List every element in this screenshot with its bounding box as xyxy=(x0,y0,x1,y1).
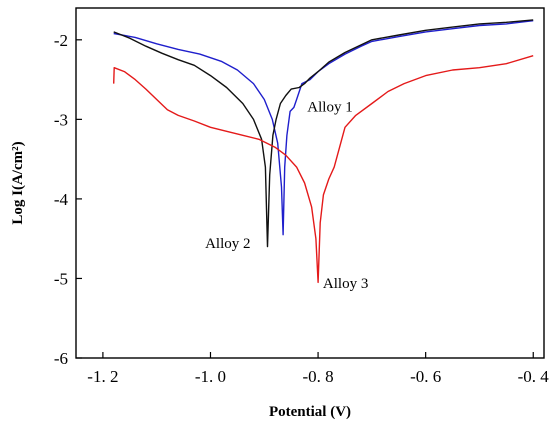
annotation-alloy-3: Alloy 3 xyxy=(323,276,368,292)
y-tick-label: -6 xyxy=(54,349,68,368)
y-tick-label: -2 xyxy=(54,31,68,50)
series-layer xyxy=(113,19,534,284)
annotation-alloy-1: Alloy 1 xyxy=(307,99,352,115)
annotation-layer: Alloy 1 Alloy 2 Alloy 3 xyxy=(205,99,368,292)
x-tick-label: -0. 4 xyxy=(518,367,550,386)
series-line-alloy-1 xyxy=(113,20,534,236)
series-line-alloy-3 xyxy=(113,55,534,284)
x-tick-label: -1. 0 xyxy=(195,367,226,386)
y-tick-label: -4 xyxy=(54,190,69,209)
x-tick-label: -0. 8 xyxy=(302,367,333,386)
x-tick-label: -0. 6 xyxy=(410,367,441,386)
x-axis-title: Potential (V) xyxy=(269,404,351,420)
x-tick-label: -1. 2 xyxy=(87,367,118,386)
plot-frame xyxy=(75,7,545,359)
tick-layer: -1. 2 -1. 0 -0. 8 -0. 6 -0. 4 -6 -5 -4 -3 -2 xyxy=(54,31,549,386)
annotation-alloy-2: Alloy 2 xyxy=(205,236,250,252)
y-tick-label: -5 xyxy=(54,269,68,288)
series-line-alloy-2 xyxy=(113,19,534,248)
y-tick-label: -3 xyxy=(54,110,68,129)
y-axis-title: Log I(A/cm²) xyxy=(10,141,26,224)
